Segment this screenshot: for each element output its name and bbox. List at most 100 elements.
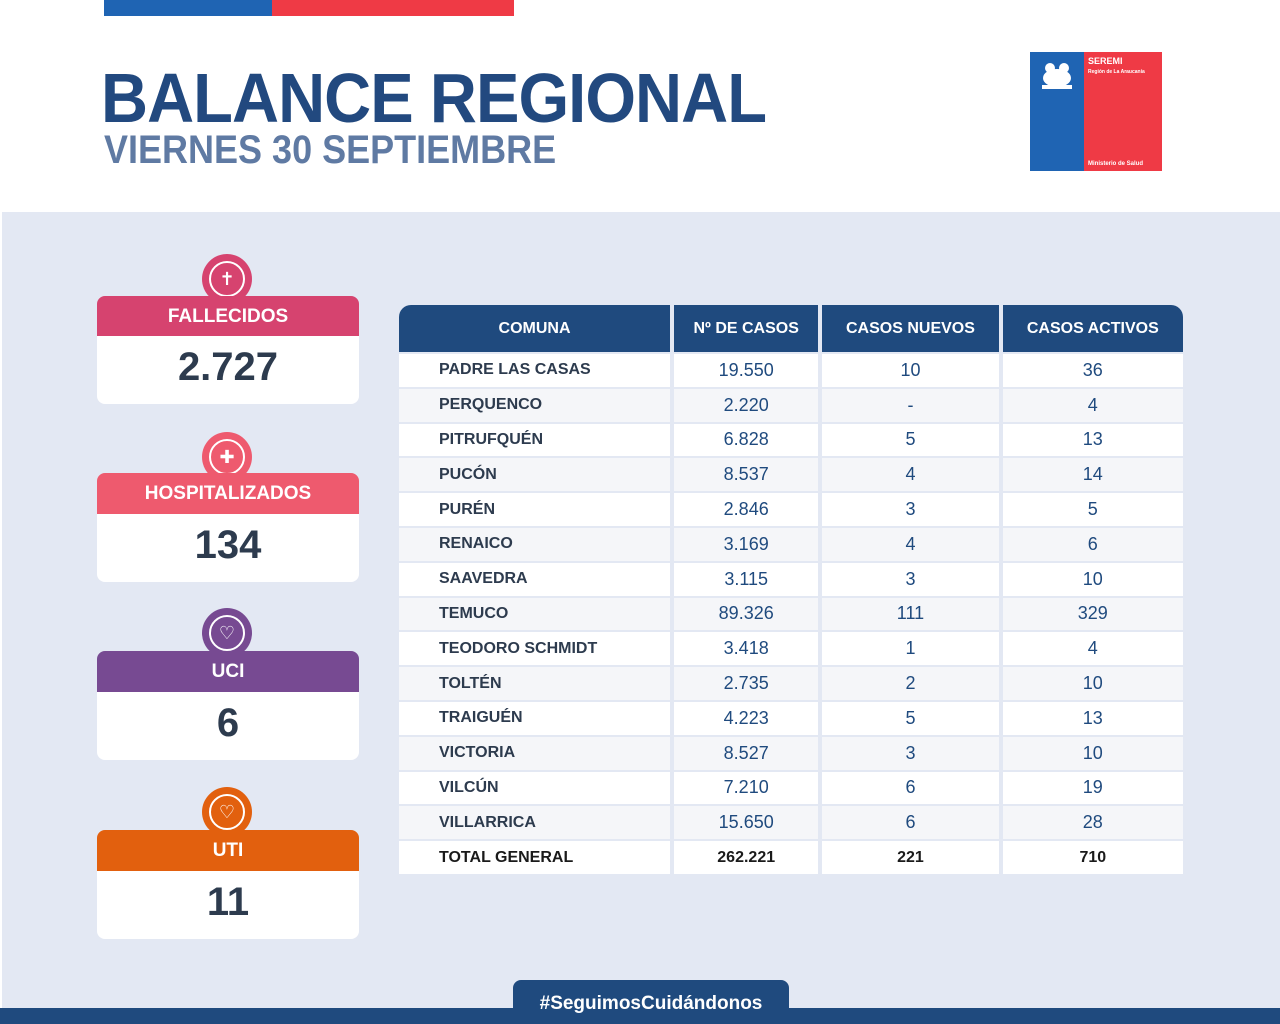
- cell-nuevos: -: [822, 388, 999, 422]
- logo-ministry: Ministerio de Salud: [1088, 161, 1144, 167]
- heart-monitor-icon: ♡: [202, 608, 252, 658]
- cell-activos: 13: [1002, 423, 1183, 457]
- cell-activos: 10: [1002, 667, 1183, 700]
- table-row: VILLARRICA 15.650 6 28: [399, 806, 1183, 840]
- cell-nuevos: 5: [822, 423, 999, 457]
- cell-casos: 2.846: [674, 493, 819, 526]
- stat-label: UCI: [97, 651, 359, 692]
- cell-activos: 5: [1002, 493, 1183, 526]
- cell-activos: 19: [1002, 771, 1183, 805]
- table-row: TEMUCO 89.326 111 329: [399, 597, 1183, 631]
- table-row: PUCÓN 8.537 4 14: [399, 458, 1183, 492]
- cell-activos: 710: [1002, 841, 1183, 874]
- stat-value: 11: [97, 871, 359, 939]
- cell-nuevos: 3: [822, 493, 999, 526]
- top-bar-blue: [104, 0, 272, 16]
- cell-comuna: SAAVEDRA: [399, 562, 671, 596]
- table-row: RENAICO 3.169 4 6: [399, 527, 1183, 561]
- stat-label: FALLECIDOS: [97, 296, 359, 337]
- cell-nuevos: 1: [822, 632, 999, 666]
- cell-nuevos: 5: [822, 701, 999, 735]
- table-row: SAAVEDRA 3.115 3 10: [399, 562, 1183, 596]
- cell-comuna: TOLTÉN: [399, 667, 671, 700]
- header-activos: CASOS ACTIVOS: [1002, 305, 1183, 352]
- cell-casos: 262.221: [674, 841, 819, 874]
- seremi-logo: SEREMI Región de La Araucanía Ministerio…: [1030, 52, 1162, 171]
- table-row: PERQUENCO 2.220-4: [399, 388, 1183, 422]
- cell-comuna: RENAICO: [399, 527, 671, 561]
- top-bar-red: [272, 0, 514, 16]
- logo-seremi: SEREMI: [1088, 56, 1123, 66]
- cell-casos: 2.735: [674, 667, 819, 700]
- cell-nuevos: 6: [822, 771, 999, 805]
- cell-casos: 89.326: [674, 597, 819, 631]
- cell-activos: 10: [1002, 736, 1183, 770]
- table-row: PURÉN 2.846 3 5: [399, 493, 1183, 526]
- cell-casos: 19.550: [674, 354, 819, 387]
- cell-nuevos: 111: [822, 597, 999, 631]
- heart-monitor-icon: ♡: [202, 787, 252, 837]
- cell-comuna: VILCÚN: [399, 771, 671, 805]
- table-row: TOLTÉN 2.735 2 10: [399, 667, 1183, 700]
- coat-of-arms-icon: [1042, 63, 1072, 89]
- cell-activos: 14: [1002, 458, 1183, 492]
- stat-value: 6: [97, 692, 359, 760]
- cell-comuna: VILLARRICA: [399, 806, 671, 840]
- cell-comuna: PITRUFQUÉN: [399, 423, 671, 457]
- cell-casos: 8.527: [674, 736, 819, 770]
- table-total-row: TOTAL GENERAL 262.221 221 710: [399, 841, 1183, 874]
- logo-region: Región de La Araucanía: [1088, 69, 1145, 75]
- cell-nuevos: 4: [822, 527, 999, 561]
- cell-casos: 7.210: [674, 771, 819, 805]
- cell-activos: 10: [1002, 562, 1183, 596]
- header-nuevos: CASOS NUEVOS: [822, 305, 999, 352]
- cell-comuna: TEODORO SCHMIDT: [399, 632, 671, 666]
- cell-comuna: PUCÓN: [399, 458, 671, 492]
- table-row: VILCÚN 7.210 6 19: [399, 771, 1183, 805]
- cell-nuevos: 4: [822, 458, 999, 492]
- cell-comuna: TOTAL GENERAL: [399, 841, 671, 874]
- table-header-row: COMUNA Nº DE CASOS CASOS NUEVOS CASOS AC…: [399, 305, 1183, 352]
- cell-casos: 15.650: [674, 806, 819, 840]
- stat-value: 134: [97, 514, 359, 582]
- header-comuna: COMUNA: [399, 305, 671, 352]
- stat-label: HOSPITALIZADOS: [97, 473, 359, 514]
- table-row: PITRUFQUÉN 6.828 5 13: [399, 423, 1183, 457]
- cell-comuna: VICTORIA: [399, 736, 671, 770]
- cell-nuevos: 3: [822, 562, 999, 596]
- cell-casos: 3.169: [674, 527, 819, 561]
- cell-comuna: PERQUENCO: [399, 388, 671, 422]
- cell-activos: 4: [1002, 388, 1183, 422]
- cell-nuevos: 3: [822, 736, 999, 770]
- table-row: TEODORO SCHMIDT 3.418 1 4: [399, 632, 1183, 666]
- cell-comuna: PADRE LAS CASAS: [399, 354, 671, 387]
- cell-nuevos: 2: [822, 667, 999, 700]
- cell-comuna: TRAIGUÉN: [399, 701, 671, 735]
- stat-label: UTI: [97, 830, 359, 871]
- header-casos: Nº DE CASOS: [674, 305, 819, 352]
- table-row: TRAIGUÉN 4.223 5 13: [399, 701, 1183, 735]
- cell-comuna: PURÉN: [399, 493, 671, 526]
- cell-casos: 3.115: [674, 562, 819, 596]
- cell-nuevos: 221: [822, 841, 999, 874]
- cell-activos: 13: [1002, 701, 1183, 735]
- cell-casos: 3.418: [674, 632, 819, 666]
- cell-activos: 329: [1002, 597, 1183, 631]
- stat-value: 2.727: [97, 336, 359, 404]
- table-row: VICTORIA 8.527 3 10: [399, 736, 1183, 770]
- cases-table: COMUNA Nº DE CASOS CASOS NUEVOS CASOS AC…: [395, 303, 1187, 876]
- cell-comuna: TEMUCO: [399, 597, 671, 631]
- cell-casos: 6.828: [674, 423, 819, 457]
- cell-activos: 4: [1002, 632, 1183, 666]
- hashtag-tab: #SeguimosCuidándonos: [513, 980, 789, 1024]
- cell-nuevos: 6: [822, 806, 999, 840]
- table-row: PADRE LAS CASAS 19.550 10 36: [399, 354, 1183, 387]
- cell-casos: 4.223: [674, 701, 819, 735]
- cell-casos: 8.537: [674, 458, 819, 492]
- page-title: BALANCE REGIONAL: [101, 59, 767, 137]
- cell-casos: 2.220: [674, 388, 819, 422]
- cell-activos: 6: [1002, 527, 1183, 561]
- cell-nuevos: 10: [822, 354, 999, 387]
- cell-activos: 28: [1002, 806, 1183, 840]
- page-subtitle: VIERNES 30 SEPTIEMBRE: [104, 128, 557, 172]
